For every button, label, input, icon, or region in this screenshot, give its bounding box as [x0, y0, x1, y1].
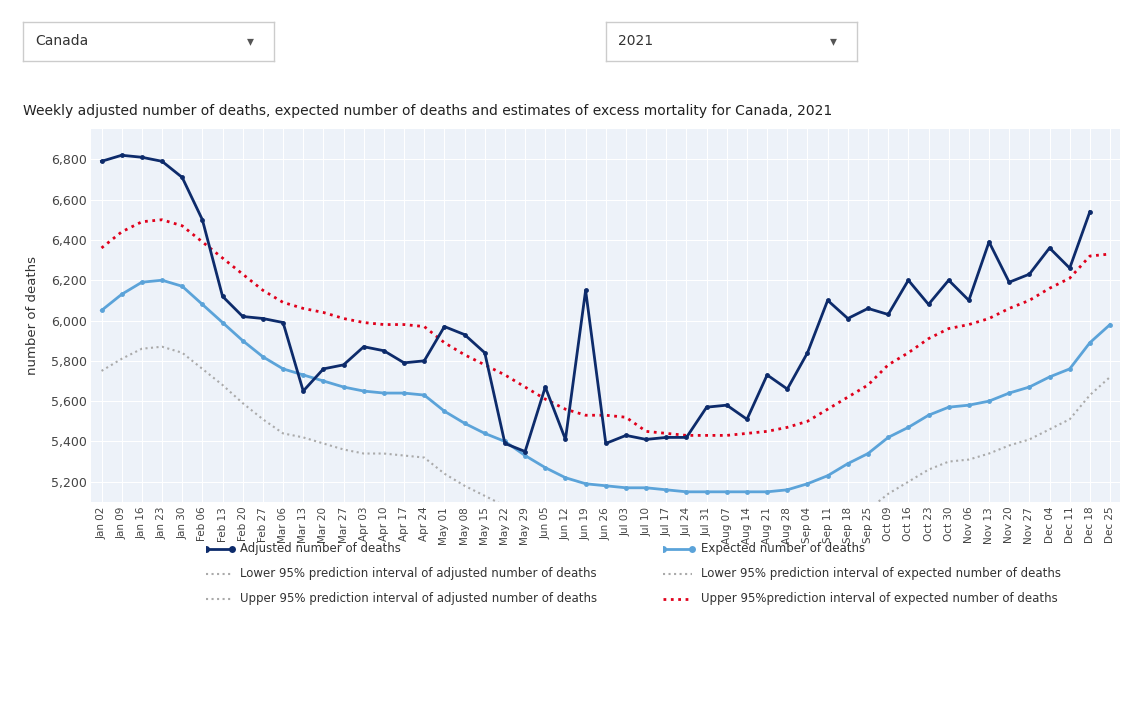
Text: Canada: Canada: [35, 34, 89, 48]
Text: Upper 95%prediction interval of expected number of deaths: Upper 95%prediction interval of expected…: [702, 592, 1058, 605]
Text: Lower 95% prediction interval of adjusted number of deaths: Lower 95% prediction interval of adjuste…: [240, 567, 597, 580]
Text: ▾: ▾: [247, 34, 254, 48]
Text: Expected number of deaths: Expected number of deaths: [702, 542, 865, 555]
Text: Weekly adjusted number of deaths, expected number of deaths and estimates of exc: Weekly adjusted number of deaths, expect…: [23, 104, 832, 118]
Y-axis label: number of deaths: number of deaths: [26, 256, 40, 375]
Text: ▾: ▾: [830, 34, 837, 48]
Text: 2021: 2021: [618, 34, 654, 48]
Text: Adjusted number of deaths: Adjusted number of deaths: [240, 542, 401, 555]
Text: Lower 95% prediction interval of expected number of deaths: Lower 95% prediction interval of expecte…: [702, 567, 1062, 580]
Text: Upper 95% prediction interval of adjusted number of deaths: Upper 95% prediction interval of adjuste…: [240, 592, 598, 605]
